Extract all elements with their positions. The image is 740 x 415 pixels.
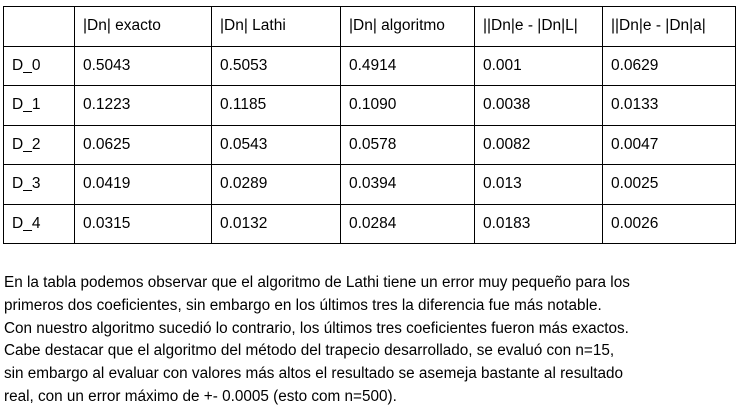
paragraph-line: Cabe destacar que el algoritmo del métod… [4, 342, 615, 360]
table-cell: 0.0082 [474, 124, 603, 165]
table-cell: 0.0578 [340, 124, 475, 165]
table-cell: 0.1090 [340, 85, 475, 126]
header-cell: |Dn| exacto [74, 6, 212, 47]
table-row: D_2 0.0625 0.0543 0.0578 0.0082 0.0047 [3, 124, 736, 165]
table-cell: 0.0315 [74, 203, 212, 244]
table-row: D_1 0.1223 0.1185 0.1090 0.0038 0.0133 [3, 85, 736, 126]
row-label-cell: D_3 [3, 164, 75, 205]
header-cell: |Dn| algoritmo [340, 6, 475, 47]
table-cell: 0.001 [474, 45, 603, 86]
table-cell: 0.0419 [74, 164, 212, 205]
table-cell: 0.0132 [211, 203, 341, 244]
paragraph-line: En la tabla podemos observar que el algo… [4, 274, 630, 291]
table-cell: 0.1223 [74, 85, 212, 126]
paragraph-line: real, con un error máximo de +- 0.0005 (… [4, 387, 397, 405]
header-cell: ||Dn|e - |Dn|L| [474, 6, 603, 47]
table-cell: 0.0289 [211, 164, 341, 205]
header-cell: |Dn| Lathi [211, 6, 341, 47]
table-cell: 0.0025 [602, 164, 736, 205]
row-label-cell: D_2 [3, 124, 75, 165]
coefficient-table: |Dn| exacto |Dn| Lathi |Dn| algoritmo ||… [3, 6, 736, 244]
header-cell: ||Dn|e - |Dn|a| [602, 6, 736, 47]
table-row: D_0 0.5043 0.5053 0.4914 0.001 0.0629 [3, 45, 736, 86]
analysis-paragraph: En la tabla podemos observar que el algo… [4, 272, 738, 409]
table-cell: 0.4914 [340, 45, 475, 86]
table-cell: 0.0047 [602, 124, 736, 165]
table-cell: 0.1185 [211, 85, 341, 126]
header-cell [3, 6, 75, 47]
table-cell: 0.0183 [474, 203, 603, 244]
table-cell: 0.0629 [602, 45, 736, 86]
row-label-cell: D_4 [3, 203, 75, 244]
table-row: D_3 0.0419 0.0289 0.0394 0.013 0.0025 [3, 164, 736, 205]
paragraph-line: sin embargo al evaluar con valores más a… [4, 365, 624, 383]
row-label-cell: D_0 [3, 45, 75, 86]
paragraph-line: primeros dos coeficientes, sin embargo e… [4, 296, 602, 314]
table-cell: 0.0133 [602, 85, 736, 126]
paragraph-line: Con nuestro algoritmo sucedió lo contrar… [4, 319, 629, 337]
row-label-cell: D_1 [3, 85, 75, 126]
table-cell: 0.0543 [211, 124, 341, 165]
table-header-row: |Dn| exacto |Dn| Lathi |Dn| algoritmo ||… [3, 6, 736, 47]
table-cell: 0.013 [474, 164, 603, 205]
table-cell: 0.0284 [340, 203, 475, 244]
table-cell: 0.0038 [474, 85, 603, 126]
table-cell: 0.0625 [74, 124, 212, 165]
table-cell: 0.5043 [74, 45, 212, 86]
table-row: D_4 0.0315 0.0132 0.0284 0.0183 0.0026 [3, 203, 736, 244]
table-cell: 0.0394 [340, 164, 475, 205]
table-cell: 0.0026 [602, 203, 736, 244]
table-cell: 0.5053 [211, 45, 341, 86]
